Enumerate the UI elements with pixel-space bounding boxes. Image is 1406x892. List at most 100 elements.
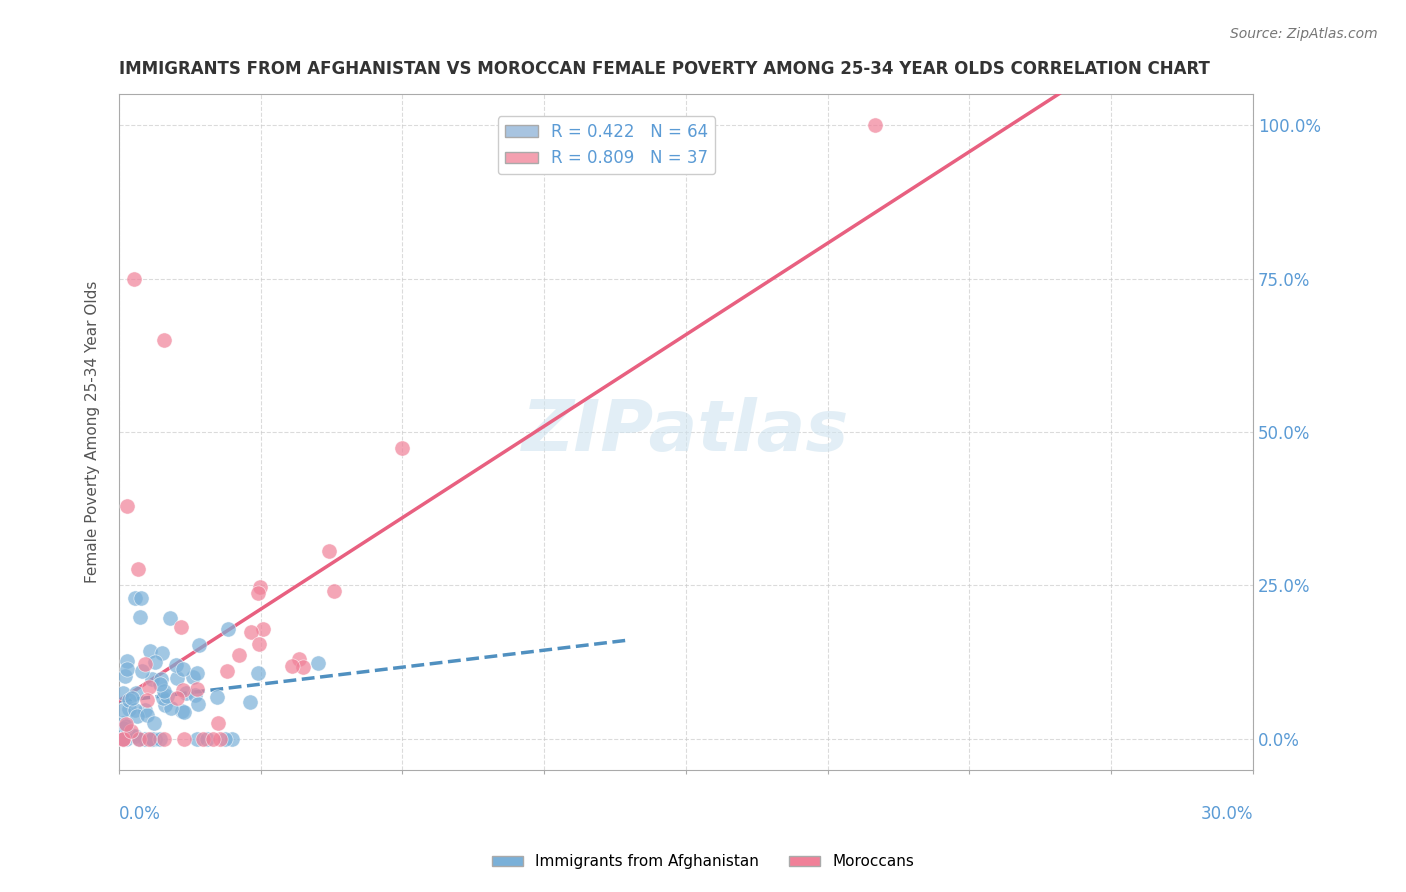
Point — [149, 677, 172, 691]
Point — [153, 698, 176, 712]
Point — [111, 721, 134, 735]
Point — [217, 622, 239, 636]
Point — [131, 664, 153, 678]
Point — [186, 681, 208, 696]
Text: IMMIGRANTS FROM AFGHANISTAN VS MOROCCAN FEMALE POVERTY AMONG 25-34 YEAR OLDS COR: IMMIGRANTS FROM AFGHANISTAN VS MOROCCAN … — [120, 60, 1211, 78]
Point — [114, 669, 136, 683]
Point — [186, 731, 208, 746]
Point — [247, 665, 270, 680]
Point — [112, 731, 135, 746]
Point — [153, 731, 176, 746]
Y-axis label: Female Poverty Among 25-34 Year Olds: Female Poverty Among 25-34 Year Olds — [86, 281, 100, 583]
Point — [307, 657, 329, 671]
Point — [165, 657, 187, 672]
Point — [112, 731, 135, 746]
Point — [128, 731, 150, 746]
Point — [134, 703, 156, 717]
Point — [124, 703, 146, 717]
Point — [120, 728, 142, 742]
Point — [127, 562, 149, 576]
Point — [124, 729, 146, 743]
Point — [134, 731, 156, 746]
Point — [391, 441, 413, 455]
Point — [115, 719, 138, 733]
Point — [118, 702, 141, 716]
Point — [166, 691, 188, 706]
Point — [149, 672, 172, 686]
Text: Source: ZipAtlas.com: Source: ZipAtlas.com — [1230, 27, 1378, 41]
Point — [115, 662, 138, 676]
Point — [135, 692, 157, 706]
Point — [111, 731, 134, 746]
Point — [252, 622, 274, 636]
Point — [174, 686, 197, 700]
Point — [141, 731, 163, 746]
Point — [156, 690, 179, 704]
Point — [138, 731, 160, 746]
Legend: Immigrants from Afghanistan, Moroccans: Immigrants from Afghanistan, Moroccans — [486, 848, 920, 875]
Text: ZIPatlas: ZIPatlas — [522, 398, 849, 467]
Point — [124, 591, 146, 605]
Point — [239, 625, 262, 640]
Point — [143, 731, 166, 746]
Point — [287, 651, 309, 665]
Point — [247, 637, 270, 651]
Point — [114, 716, 136, 731]
Point — [186, 665, 208, 680]
Point — [125, 685, 148, 699]
Point — [281, 659, 304, 673]
Point — [173, 705, 195, 719]
Point — [188, 638, 211, 652]
Point — [152, 684, 174, 698]
Point — [122, 271, 145, 285]
Point — [172, 662, 194, 676]
Point — [152, 691, 174, 706]
Point — [205, 690, 228, 704]
Point — [112, 702, 135, 716]
Point — [117, 654, 139, 668]
Point — [239, 695, 262, 709]
Point — [863, 118, 886, 132]
Legend: R = 0.422   N = 64, R = 0.809   N = 37: R = 0.422 N = 64, R = 0.809 N = 37 — [498, 116, 716, 174]
Point — [172, 682, 194, 697]
Point — [173, 731, 195, 746]
Point — [143, 655, 166, 669]
Point — [138, 680, 160, 694]
Point — [159, 611, 181, 625]
Point — [118, 693, 141, 707]
Point — [115, 499, 138, 513]
Point — [129, 591, 152, 606]
Point — [187, 697, 209, 711]
Point — [148, 731, 170, 746]
Point — [323, 583, 346, 598]
Point — [247, 586, 270, 600]
Point — [214, 731, 236, 746]
Point — [209, 731, 232, 746]
Point — [166, 671, 188, 685]
Point — [129, 609, 152, 624]
Point — [191, 731, 214, 746]
Point — [141, 672, 163, 686]
Point — [125, 708, 148, 723]
Point — [150, 646, 173, 660]
Point — [135, 708, 157, 723]
Point — [115, 731, 138, 746]
Point — [121, 691, 143, 706]
Point — [153, 333, 176, 347]
Point — [207, 716, 229, 731]
Point — [202, 731, 225, 746]
Point — [221, 731, 243, 746]
Point — [184, 688, 207, 702]
Point — [128, 731, 150, 746]
Point — [249, 580, 271, 594]
Point — [160, 701, 183, 715]
Point — [195, 731, 218, 746]
Point — [318, 543, 340, 558]
Point — [111, 686, 134, 700]
Point — [111, 731, 134, 746]
Point — [134, 657, 156, 671]
Point — [120, 724, 142, 739]
Point — [111, 715, 134, 730]
Point — [292, 660, 315, 674]
Point — [181, 670, 204, 684]
